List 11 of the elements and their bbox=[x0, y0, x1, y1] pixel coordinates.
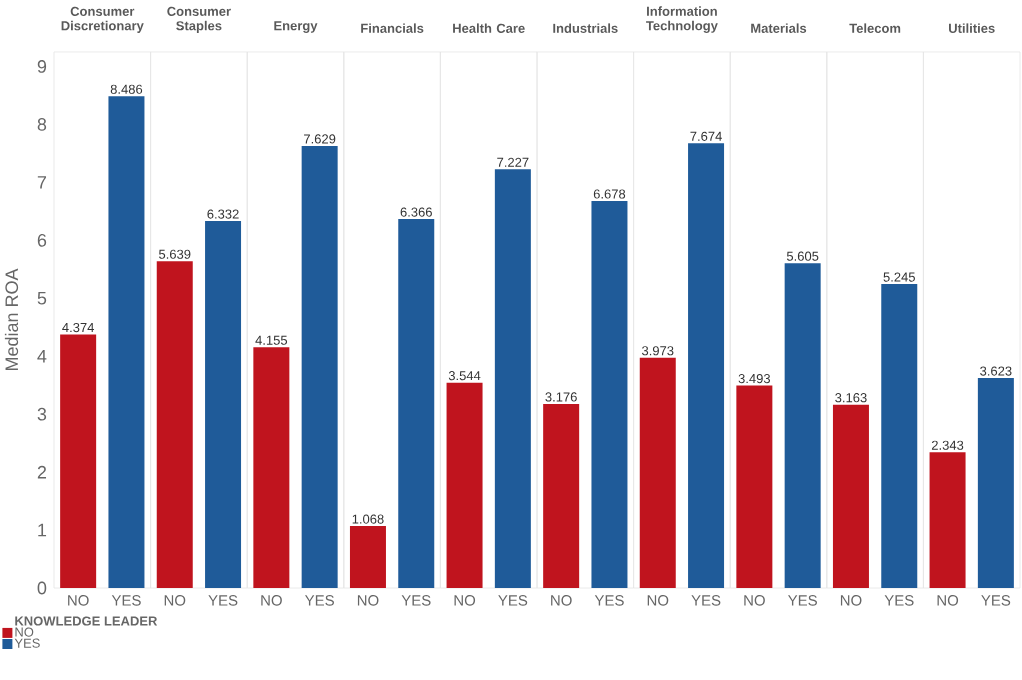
y-tick-label: 4 bbox=[37, 350, 47, 363]
y-tick-label: 9 bbox=[37, 60, 47, 73]
y-tick-label: 3 bbox=[37, 407, 47, 421]
y-tick-label: 8 bbox=[37, 118, 47, 131]
y-tick-label: 0 bbox=[37, 581, 47, 595]
y-tick-label: 2 bbox=[37, 465, 47, 479]
y-tick-label: 6 bbox=[37, 233, 47, 247]
y-tick-label: 1 bbox=[38, 523, 47, 537]
y-tick-label: 5 bbox=[37, 291, 47, 305]
y-tick-label: 7 bbox=[37, 176, 47, 189]
y-axis-title: Median ROA bbox=[4, 268, 19, 371]
